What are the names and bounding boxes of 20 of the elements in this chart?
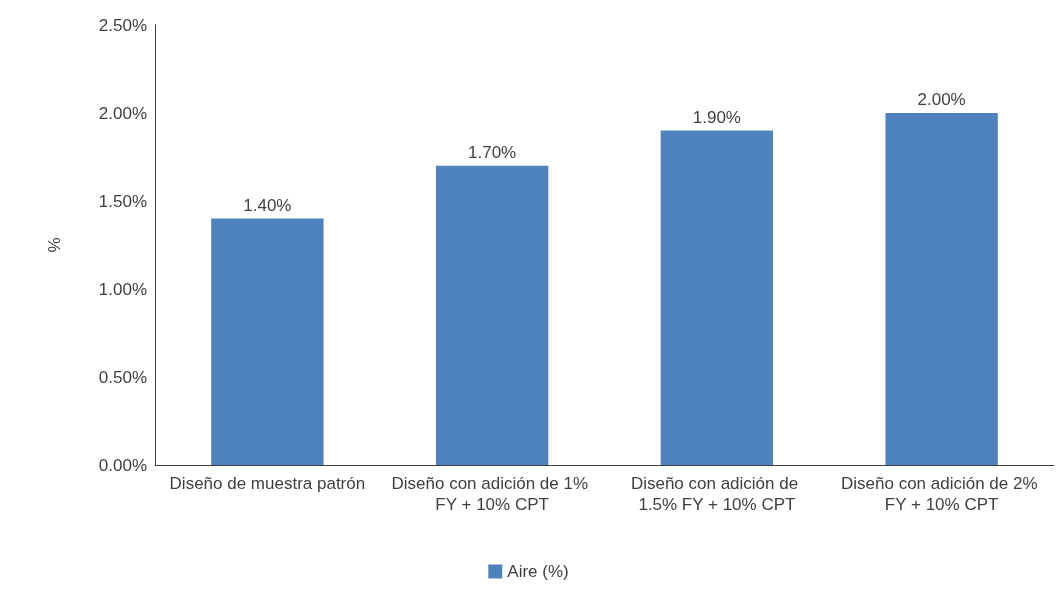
x-tick-label: Diseño con adición de 1% FY + 10% CPT xyxy=(391,474,593,514)
y-tick-label: 1.50% xyxy=(98,191,147,211)
bar xyxy=(885,113,998,465)
data-label: 1.90% xyxy=(692,107,741,127)
x-tick-label: Diseño con adición de 2% FY + 10% CPT xyxy=(840,474,1043,514)
y-tick-label: 2.50% xyxy=(98,15,147,35)
y-tick-label: 1.00% xyxy=(98,279,147,299)
bar xyxy=(660,130,774,465)
data-label: 1.70% xyxy=(468,142,517,162)
data-label: 2.00% xyxy=(917,90,966,109)
y-tick-label: 2.00% xyxy=(98,103,147,123)
bar xyxy=(435,165,549,465)
y-tick-label: 0.50% xyxy=(98,367,147,387)
y-axis-title: % xyxy=(45,237,64,253)
data-label: 1.40% xyxy=(243,195,292,215)
legend-label: Aire (%) xyxy=(507,562,569,581)
bar xyxy=(211,218,324,465)
x-tick-label: Diseño con adición de 1.5% FY + 10% CPT xyxy=(630,474,803,514)
x-tick-label: Diseño de muestra patrón xyxy=(169,474,366,493)
y-tick-label: 0.00% xyxy=(98,455,147,475)
